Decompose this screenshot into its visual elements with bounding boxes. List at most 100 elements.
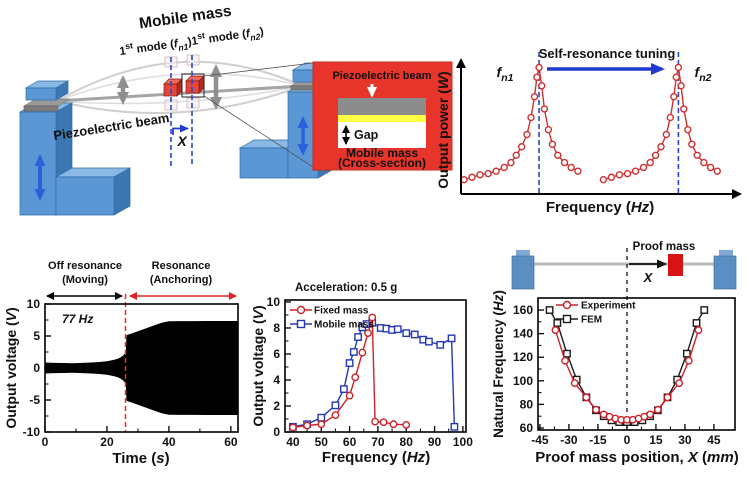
inset-gap-region (338, 122, 426, 148)
time-plot-data (45, 320, 238, 416)
data-point (553, 319, 562, 327)
data-point (354, 333, 362, 341)
inset-connector-bottom (203, 95, 314, 168)
tick-label: 140 (513, 327, 533, 341)
resonance-sublabel: (Anchoring) (150, 274, 213, 286)
data-point (289, 423, 297, 432)
tick-label: 8 (273, 321, 280, 335)
mobile-mass-cube-1 (163, 78, 183, 97)
voltage-waveform (45, 320, 238, 416)
pos-plot-y-label: Natural Frequency (Hz) (491, 290, 506, 438)
mode-envelope-upper-inner (56, 72, 303, 102)
data-point (530, 93, 539, 101)
data-point (582, 393, 591, 402)
data-point (639, 163, 648, 172)
data-point (523, 130, 531, 139)
data-point (507, 158, 515, 167)
pos-plot-frame (537, 297, 736, 431)
data-point (700, 158, 708, 167)
data-point (345, 359, 354, 367)
data-point (371, 417, 379, 426)
data-point (680, 105, 688, 113)
x-displacement-label: X (176, 133, 188, 149)
tick-label: -5 (29, 393, 40, 407)
x-displacement-arrow (172, 124, 189, 135)
data-point (693, 151, 701, 159)
data-point (677, 82, 685, 90)
drive-frequency-label: 77 Hz (62, 312, 93, 326)
data-point (570, 379, 579, 388)
legend-label-experiment: Experiment (581, 301, 636, 312)
data-point (631, 167, 640, 175)
data-point (706, 163, 715, 172)
legend-marker-fem (562, 314, 572, 324)
cross-section-selection-box (181, 73, 205, 98)
legend-label-fem: FEM (581, 315, 602, 326)
schematic-power-plot: Output power (W) Frequency (Hz) Self-res… (435, 46, 742, 216)
tick-label: 0 (33, 361, 40, 375)
tick-label: 160 (513, 303, 533, 317)
inset-beam-layer (338, 98, 426, 115)
data-point (551, 326, 560, 334)
data-point (527, 113, 535, 122)
mode-envelope-lower-outer (56, 85, 303, 114)
data-point (517, 143, 526, 151)
mobile-mass-cube-2 (185, 75, 205, 94)
tick-label: 120 (513, 350, 533, 364)
freq-plot-x-label: Frequency (Hz) (322, 449, 430, 466)
proof-mass-block (668, 254, 683, 276)
freq-plot-legend: Fixed mass Mobile mass (290, 306, 374, 331)
data-point (692, 319, 701, 327)
data-point (670, 93, 678, 101)
freq-plot-data (289, 313, 459, 432)
fn2-label: fn2 (695, 64, 712, 84)
data-point (694, 326, 703, 334)
mode-envelope-lower-inner (56, 85, 303, 105)
data-point (548, 140, 557, 149)
legend-label-fixed-mass: Fixed mass (314, 306, 369, 317)
inset-beam-label: Piezoelectric beam (332, 70, 431, 82)
data-point (684, 356, 693, 365)
tick-label: 70 (371, 435, 385, 449)
data-point (653, 405, 662, 414)
data-point (663, 393, 672, 402)
voltage-frequency-plot: 40 50 60 70 80 90 100 0 2 4 6 8 10 Acceleration: 0.5… (250, 282, 473, 466)
left-support (18, 80, 132, 216)
data-point (351, 373, 360, 382)
data-point (560, 158, 569, 167)
tick-label: 5 (33, 329, 40, 343)
data-point (672, 73, 680, 81)
data-point (545, 306, 554, 314)
tick-label: 10 (267, 295, 281, 309)
data-point (563, 349, 571, 358)
data-point (675, 379, 684, 388)
data-point (544, 125, 553, 134)
tick-label: 40 (162, 435, 176, 449)
mobile-mass-title: Mobile mass (138, 3, 232, 33)
inset-mass-label-2: (Cross-section) (338, 156, 426, 170)
tick-label: 20 (100, 435, 114, 449)
time-plot-y-label: Output voltage (V) (3, 307, 19, 428)
schematic-data (460, 63, 721, 184)
proof-mass-schematic: X Proof mass (511, 241, 737, 290)
legend-label-mobile-mass: Mobile mass (314, 320, 374, 331)
data-point (512, 151, 520, 159)
data-point (389, 420, 398, 429)
gap-label: Gap (354, 128, 379, 142)
data-point (450, 422, 459, 431)
tick-label: -30 (560, 433, 578, 447)
data-point (393, 325, 402, 334)
self-resonance-tuning-label: Self-resonance tuning (539, 46, 676, 61)
series-line-fixed-mass (292, 317, 407, 429)
schematic-x-axis-label: Frequency (Hz) (546, 199, 654, 216)
inset-connector-top (203, 62, 314, 77)
data-point (535, 63, 543, 72)
left-clamp-cap (516, 250, 530, 257)
tick-label: 30 (678, 433, 692, 447)
data-point (500, 163, 508, 172)
inset-electrode-layer (338, 115, 426, 122)
data-point (713, 167, 721, 175)
freq-plot-y-label: Output voltage (V) (250, 305, 266, 426)
data-point (662, 130, 671, 139)
